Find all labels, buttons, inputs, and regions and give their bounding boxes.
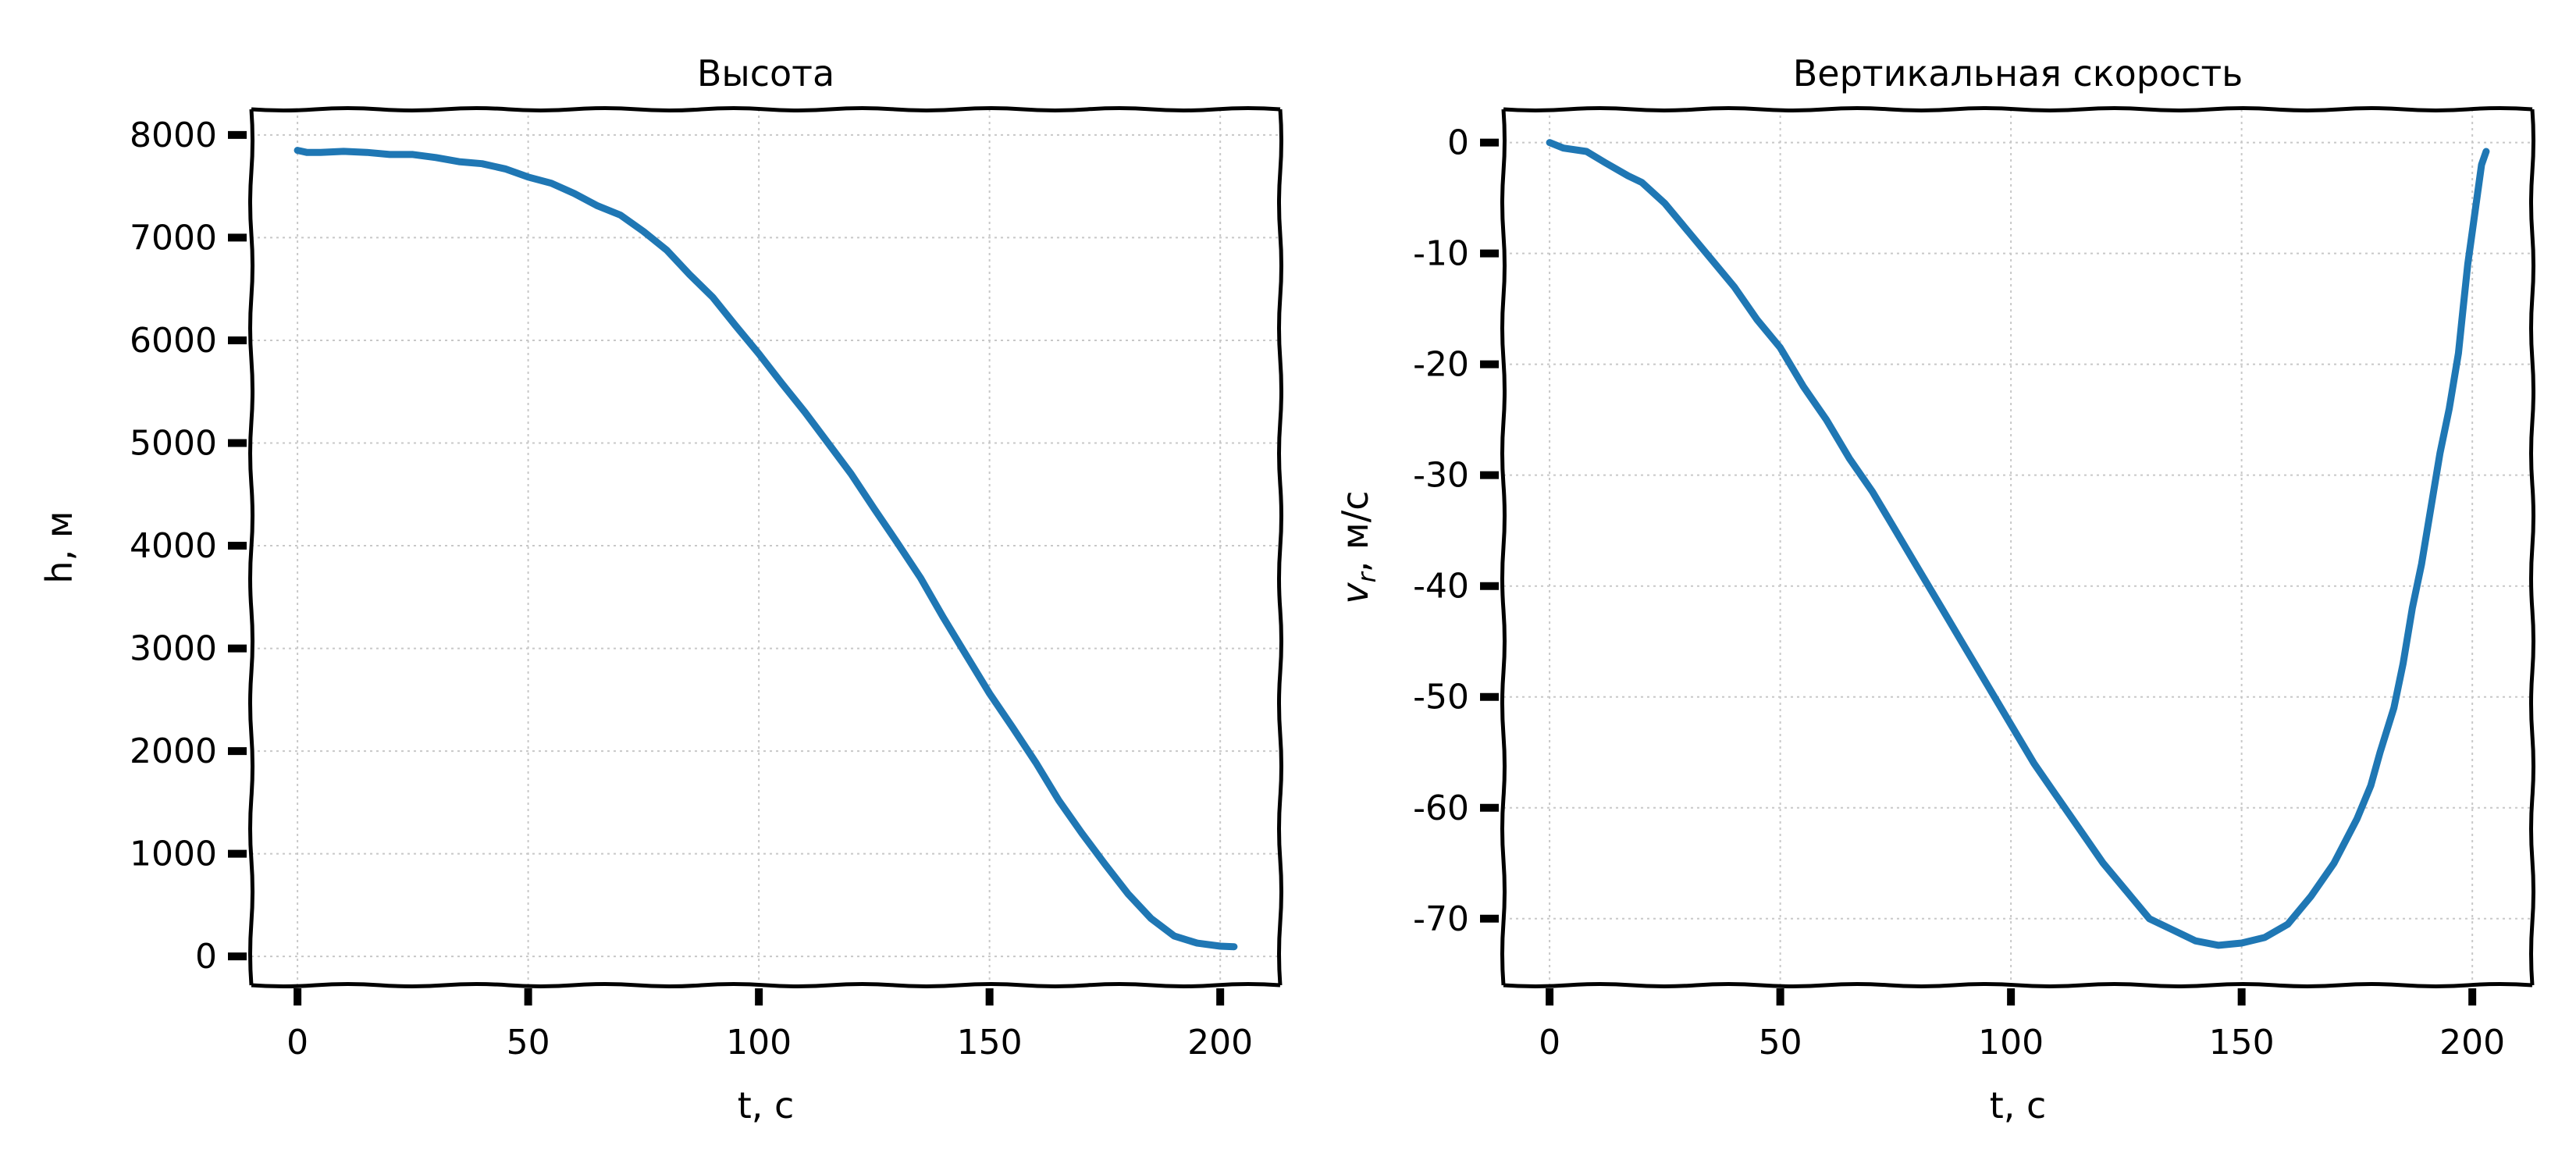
vertical-speed-y-tick-label: -70 [1413,899,1469,939]
altitude-y-tick-label: 3000 [130,629,217,669]
altitude-x-axis-label: t, c [738,1084,795,1127]
vertical-speed-frame-left [1500,109,1507,986]
altitude-x-tick-label: 200 [1187,1023,1253,1062]
vertical-speed-chart-title: Вертикальная скорость [1793,52,2243,94]
altitude-frame-bottom [251,982,1281,988]
altitude-y-axis-label: h, м [38,511,80,583]
altitude-y-tick-label: 8000 [130,116,217,155]
altitude-series-line [294,147,1238,951]
vertical-speed-y-tick-label: -40 [1413,567,1469,607]
vertical-speed-frame-right [2529,109,2535,986]
altitude-x-tick-label: 150 [957,1023,1023,1062]
altitude-y-tick-label: 2000 [130,731,217,771]
altitude-frame-right [1277,109,1283,986]
vertical-speed-y-axis-label: vr, м/c [1334,490,1382,603]
altitude-y-tick-label: 4000 [130,526,217,566]
vertical-speed-y-tick-label: -10 [1413,234,1469,274]
altitude-x-tick-label: 50 [507,1023,550,1062]
vertical-speed-y-tick-label: -20 [1413,345,1469,385]
altitude-chart-title: Высота [697,52,834,94]
vertical-speed-x-tick-label: 100 [1978,1023,2044,1062]
vertical-speed-frame-top [1503,106,2533,112]
vertical-speed-y-tick-label: -30 [1413,456,1469,496]
vertical-speed-y-tick-label: -60 [1413,788,1469,828]
altitude-y-tick-label: 0 [195,937,217,977]
altitude-y-tick-label: 7000 [130,218,217,258]
altitude-y-tick-label: 5000 [130,423,217,463]
altitude-y-tick-label: 6000 [130,321,217,361]
altitude-x-tick-label: 100 [726,1023,792,1062]
altitude-panel: Высота t, c h, м 0 50 100 150 20001000200030… [38,52,1283,1127]
vertical-speed-frame-bottom [1503,982,2533,988]
vertical-speed-x-tick-label: 0 [1539,1023,1560,1062]
vertical-speed-series-line [1546,139,2490,949]
vertical-speed-x-tick-label: 150 [2209,1023,2275,1062]
vertical-speed-x-tick-label: 200 [2439,1023,2505,1062]
vertical-speed-x-axis-label: t, c [1990,1084,2047,1127]
vertical-speed-x-tick-label: 50 [1759,1023,1802,1062]
vertical-speed-y-tick-label: 0 [1447,123,1469,163]
altitude-x-tick-label: 0 [286,1023,308,1062]
vertical-speed-panel: Вертикальная скорость t, c vr, м/c 0 50 10… [1334,52,2535,1127]
vertical-speed-y-tick-label: -50 [1413,678,1469,717]
altitude-frame-left [248,109,254,986]
altitude-y-tick-label: 1000 [130,835,217,874]
altitude-frame-top [251,106,1281,112]
